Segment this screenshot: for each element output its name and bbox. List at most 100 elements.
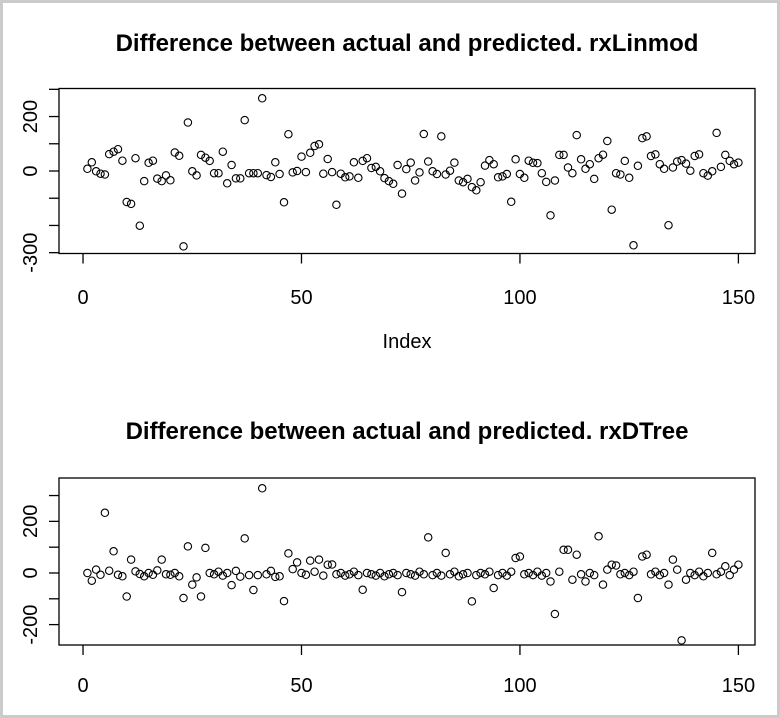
data-point xyxy=(174,572,184,581)
data-point xyxy=(445,570,455,579)
data-point xyxy=(131,153,140,163)
data-point xyxy=(257,94,267,103)
data-point xyxy=(205,156,214,166)
data-point xyxy=(332,200,341,210)
data-point xyxy=(113,570,123,580)
y-tick-label: -300 xyxy=(20,233,42,273)
data-point xyxy=(380,173,389,183)
data-point xyxy=(179,593,188,603)
data-point xyxy=(642,132,651,141)
data-point xyxy=(240,534,249,543)
data-point xyxy=(576,570,586,579)
data-point xyxy=(524,156,533,165)
data-point xyxy=(467,597,477,606)
data-point xyxy=(589,174,599,184)
data-point xyxy=(305,556,315,565)
data-point xyxy=(607,560,616,569)
y-tick-label: 200 xyxy=(20,100,42,133)
data-point xyxy=(354,570,363,580)
data-point xyxy=(432,568,442,578)
data-point xyxy=(139,176,149,186)
data-point xyxy=(506,197,516,207)
data-point xyxy=(96,570,105,580)
data-point xyxy=(327,560,337,569)
data-point xyxy=(144,568,153,578)
data-point xyxy=(611,168,621,178)
data-point xyxy=(354,173,363,183)
data-point xyxy=(244,570,254,580)
data-point xyxy=(188,580,197,589)
data-point xyxy=(642,550,651,559)
data-point xyxy=(262,170,271,180)
data-point xyxy=(428,167,437,176)
data-point xyxy=(581,164,590,174)
data-point xyxy=(83,164,92,174)
data-point xyxy=(694,150,704,159)
data-point xyxy=(454,572,464,581)
data-point xyxy=(126,555,136,564)
data-point xyxy=(528,158,538,168)
data-point xyxy=(550,176,560,185)
data-point xyxy=(419,129,429,139)
data-point xyxy=(681,159,691,168)
data-point xyxy=(651,150,660,159)
data-point xyxy=(524,568,533,578)
y-tick-label: -200 xyxy=(20,605,42,645)
data-point xyxy=(533,158,542,168)
y-tick-label: 0 xyxy=(20,165,42,176)
data-point xyxy=(546,577,555,586)
data-point xyxy=(616,170,625,179)
data-point xyxy=(668,555,678,564)
data-point xyxy=(406,158,415,167)
data-point xyxy=(292,166,302,176)
data-point xyxy=(489,159,498,169)
data-point xyxy=(288,564,297,574)
data-point xyxy=(576,155,586,164)
data-point xyxy=(240,115,249,125)
data-point xyxy=(603,136,612,146)
data-point xyxy=(563,163,573,172)
data-point xyxy=(603,565,612,574)
data-point xyxy=(375,167,385,176)
data-point xyxy=(153,566,162,575)
data-point xyxy=(703,568,713,578)
data-point xyxy=(410,176,420,185)
data-point xyxy=(192,573,201,582)
data-point xyxy=(218,147,228,156)
data-point xyxy=(87,158,97,167)
data-point xyxy=(157,555,166,564)
y-tick-label: 0 xyxy=(20,567,42,578)
data-point xyxy=(572,550,581,559)
chart-title-rxdtree: Difference between actual and predicted.… xyxy=(125,418,689,445)
data-point xyxy=(218,571,228,580)
data-point xyxy=(222,568,232,578)
data-point xyxy=(655,159,665,169)
data-point xyxy=(415,168,424,177)
data-point xyxy=(91,565,101,574)
data-point xyxy=(384,176,394,186)
data-point xyxy=(506,567,516,576)
data-point xyxy=(568,575,577,584)
data-point xyxy=(638,133,647,143)
data-point xyxy=(196,592,206,601)
data-point xyxy=(301,167,311,177)
data-point xyxy=(279,596,289,606)
data-point xyxy=(725,570,734,580)
data-point xyxy=(253,570,263,580)
data-point xyxy=(275,169,284,179)
data-point xyxy=(371,571,381,580)
data-point xyxy=(620,568,630,578)
data-point xyxy=(437,132,446,141)
data-point xyxy=(393,160,402,170)
data-point xyxy=(314,140,324,149)
data-point xyxy=(563,545,573,555)
data-point xyxy=(450,158,459,167)
data-point xyxy=(148,570,158,580)
data-point xyxy=(100,508,110,518)
data-point xyxy=(655,570,665,580)
data-point xyxy=(271,572,280,582)
data-point xyxy=(310,567,319,576)
data-point xyxy=(188,167,197,176)
data-point xyxy=(572,130,581,140)
data-point xyxy=(336,568,346,578)
